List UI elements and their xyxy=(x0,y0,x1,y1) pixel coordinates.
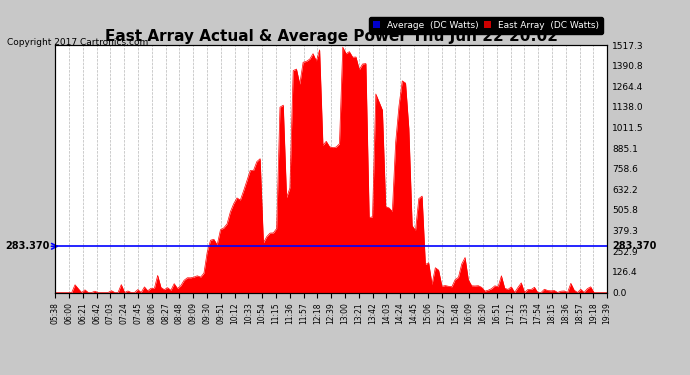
Text: 283.370: 283.370 xyxy=(6,241,50,251)
Title: East Array Actual & Average Power Thu Jun 22 20:02: East Array Actual & Average Power Thu Ju… xyxy=(105,29,558,44)
Legend: Average  (DC Watts), East Array  (DC Watts): Average (DC Watts), East Array (DC Watts… xyxy=(369,17,602,33)
Text: 283.370: 283.370 xyxy=(613,241,657,251)
Text: Copyright 2017 Cartronics.com: Copyright 2017 Cartronics.com xyxy=(7,38,148,47)
